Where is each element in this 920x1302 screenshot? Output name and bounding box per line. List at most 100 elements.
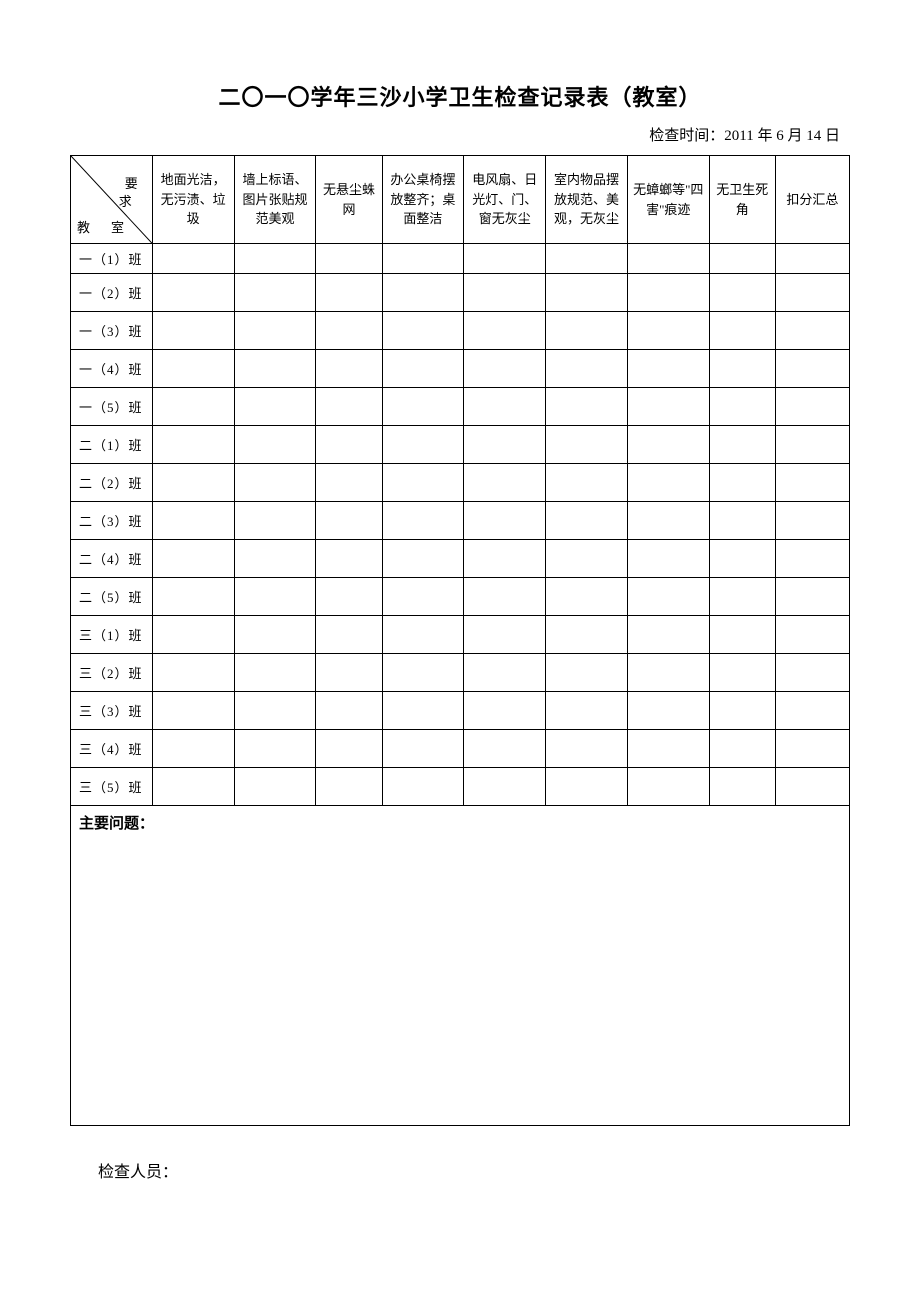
data-cell xyxy=(709,464,775,502)
data-cell xyxy=(316,464,382,502)
data-cell xyxy=(627,274,709,312)
data-cell xyxy=(382,464,464,502)
data-cell xyxy=(152,654,234,692)
data-cell xyxy=(627,768,709,806)
data-cell xyxy=(627,426,709,464)
data-cell xyxy=(234,312,316,350)
data-cell xyxy=(627,464,709,502)
table-row: 一（3）班 xyxy=(71,312,850,350)
data-cell xyxy=(709,692,775,730)
col-header: 无卫生死角 xyxy=(709,156,775,244)
data-cell xyxy=(234,768,316,806)
class-name-cell: 一（4）班 xyxy=(71,350,153,388)
data-cell xyxy=(627,350,709,388)
data-cell xyxy=(152,426,234,464)
diag-label-bottom-right: 室 xyxy=(111,218,124,238)
diag-label-bottom-left: 教 xyxy=(77,218,92,238)
data-cell xyxy=(627,616,709,654)
data-cell xyxy=(152,274,234,312)
data-cell xyxy=(709,244,775,274)
data-cell xyxy=(775,768,849,806)
data-cell xyxy=(234,426,316,464)
inspection-table: 要 求 教 室 地面光洁，无污渍、垃圾 墙上标语、图片张贴规范美观 无悬尘蛛网 … xyxy=(70,155,850,806)
table-row: 三（1）班 xyxy=(71,616,850,654)
data-cell xyxy=(152,502,234,540)
data-cell xyxy=(316,768,382,806)
table-row: 二（4）班 xyxy=(71,540,850,578)
inspector-label: 检查人员： xyxy=(70,1158,850,1182)
data-cell xyxy=(152,692,234,730)
data-cell xyxy=(464,464,546,502)
data-cell xyxy=(382,244,464,274)
data-cell xyxy=(316,654,382,692)
data-cell xyxy=(546,350,628,388)
main-issues-label: 主要问题： xyxy=(79,816,154,832)
class-name-cell: 二（1）班 xyxy=(71,426,153,464)
data-cell xyxy=(775,464,849,502)
col-header: 地面光洁，无污渍、垃圾 xyxy=(152,156,234,244)
data-cell xyxy=(627,692,709,730)
data-cell xyxy=(152,244,234,274)
col-header: 无悬尘蛛网 xyxy=(316,156,382,244)
data-cell xyxy=(546,654,628,692)
data-cell xyxy=(709,730,775,768)
data-cell xyxy=(382,730,464,768)
class-name-cell: 三（5）班 xyxy=(71,768,153,806)
class-name-cell: 三（1）班 xyxy=(71,616,153,654)
data-cell xyxy=(464,730,546,768)
data-cell xyxy=(464,692,546,730)
class-name-cell: 一（2）班 xyxy=(71,274,153,312)
data-cell xyxy=(382,692,464,730)
data-cell xyxy=(546,244,628,274)
data-cell xyxy=(775,388,849,426)
data-cell xyxy=(464,274,546,312)
data-cell xyxy=(627,244,709,274)
data-cell xyxy=(382,616,464,654)
class-name-cell: 一（1）班 xyxy=(71,244,153,274)
table-header-row: 要 求 教 室 地面光洁，无污渍、垃圾 墙上标语、图片张贴规范美观 无悬尘蛛网 … xyxy=(71,156,850,244)
data-cell xyxy=(546,312,628,350)
data-cell xyxy=(152,464,234,502)
data-cell xyxy=(775,730,849,768)
data-cell xyxy=(709,274,775,312)
data-cell xyxy=(546,578,628,616)
data-cell xyxy=(382,578,464,616)
data-cell xyxy=(316,730,382,768)
data-cell xyxy=(546,768,628,806)
data-cell xyxy=(382,426,464,464)
class-name-cell: 三（4）班 xyxy=(71,730,153,768)
data-cell xyxy=(464,350,546,388)
data-cell xyxy=(464,312,546,350)
col-header: 墙上标语、图片张贴规范美观 xyxy=(234,156,316,244)
col-header: 办公桌椅摆放整齐；桌面整洁 xyxy=(382,156,464,244)
data-cell xyxy=(316,388,382,426)
data-cell xyxy=(152,312,234,350)
data-cell xyxy=(775,244,849,274)
data-cell xyxy=(234,692,316,730)
diag-label-mid: 求 xyxy=(119,192,132,212)
class-name-cell: 二（5）班 xyxy=(71,578,153,616)
data-cell xyxy=(234,730,316,768)
data-cell xyxy=(546,274,628,312)
data-cell xyxy=(382,768,464,806)
data-cell xyxy=(464,578,546,616)
data-cell xyxy=(316,312,382,350)
data-cell xyxy=(152,388,234,426)
main-issues-box: 主要问题： xyxy=(70,806,850,1126)
data-cell xyxy=(152,578,234,616)
page-title: 二〇一〇学年三沙小学卫生检查记录表（教室） xyxy=(70,80,850,112)
data-cell xyxy=(234,616,316,654)
data-cell xyxy=(316,616,382,654)
data-cell xyxy=(546,616,628,654)
data-cell xyxy=(152,350,234,388)
class-name-cell: 三（2）班 xyxy=(71,654,153,692)
col-header: 扣分汇总 xyxy=(775,156,849,244)
data-cell xyxy=(709,502,775,540)
data-cell xyxy=(152,616,234,654)
data-cell xyxy=(775,540,849,578)
data-cell xyxy=(382,540,464,578)
inspection-time-value: 2011 年 6 月 14 日 xyxy=(724,128,840,144)
table-row: 三（5）班 xyxy=(71,768,850,806)
data-cell xyxy=(546,730,628,768)
data-cell xyxy=(316,578,382,616)
